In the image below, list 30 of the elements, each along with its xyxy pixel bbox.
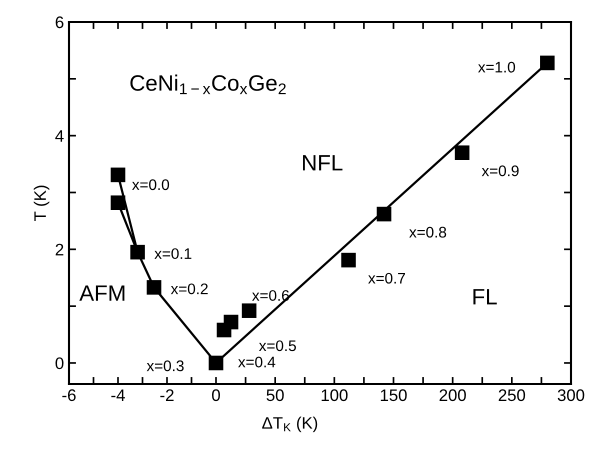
annotation: FL bbox=[473, 289, 497, 304]
annotation: x=0.7 bbox=[368, 272, 406, 284]
annotation: x=0.8 bbox=[409, 226, 446, 238]
x-tick-label: -2 bbox=[160, 389, 174, 401]
y-tick-label: 2 bbox=[56, 244, 64, 256]
x-tick-label: 50 bbox=[266, 389, 284, 402]
annotation: x=0.5 bbox=[258, 340, 296, 352]
x-tick-label: -6 bbox=[62, 389, 76, 402]
annotation: x=0.9 bbox=[482, 165, 519, 176]
x-axis-title: ΔT$_{K}$ (K) bbox=[262, 416, 318, 432]
annotation: x=0.4 bbox=[238, 356, 276, 368]
x-tick-label: 0 bbox=[212, 389, 220, 402]
x-tick-label: 200 bbox=[440, 389, 466, 402]
x-tick-label: 100 bbox=[322, 389, 348, 402]
y-axis-title: T (K) bbox=[34, 186, 50, 221]
annotation: AFM bbox=[79, 285, 124, 301]
annotation: x=0.2 bbox=[170, 283, 208, 294]
annotation: x=1.0 bbox=[478, 62, 516, 73]
annotation: NFL bbox=[303, 155, 342, 170]
annotation: CeNi$_{1−x}$Co$_{x}$Ge$_{2}$ bbox=[130, 74, 286, 94]
y-tick-label: 6 bbox=[56, 16, 64, 28]
annotation: x=0.0 bbox=[132, 179, 170, 190]
y-tick-label: 0 bbox=[56, 357, 64, 370]
x-tick-label: 300 bbox=[558, 389, 584, 402]
annotation: x=0.1 bbox=[154, 248, 192, 260]
x-tick-label: 250 bbox=[498, 389, 526, 402]
x-tick-label: 150 bbox=[380, 389, 407, 402]
annotation: x=0.3 bbox=[146, 360, 184, 372]
y-tick-label: 4 bbox=[55, 130, 64, 142]
x-tick-label: -4 bbox=[111, 389, 125, 401]
